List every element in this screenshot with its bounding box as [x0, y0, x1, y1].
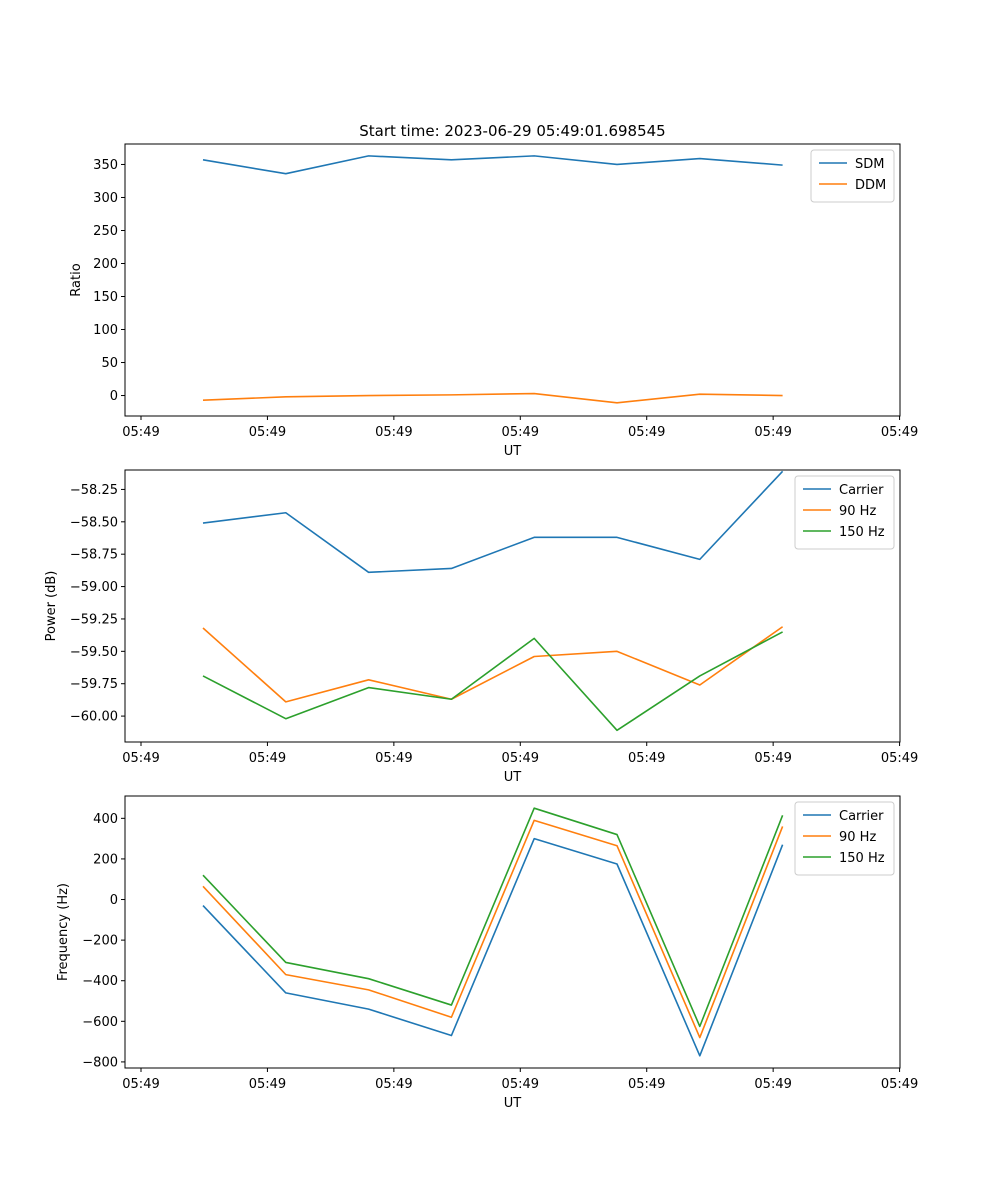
y-tick-label: 200: [93, 852, 118, 867]
x-tick-label: 05:49: [881, 751, 918, 766]
x-tick-label: 05:49: [502, 751, 539, 766]
series-line-carrier: [202, 837, 784, 1057]
x-axis-label: UT: [504, 444, 522, 459]
x-tick-label: 05:49: [881, 1077, 918, 1092]
y-tick-label: 0: [110, 893, 118, 908]
y-tick-label: −60.00: [70, 710, 118, 725]
x-tick-label: 05:49: [375, 425, 412, 440]
y-tick-label: −200: [82, 934, 118, 949]
legend-label: DDM: [855, 178, 886, 193]
y-tick-label: −59.25: [70, 612, 118, 627]
x-tick-label: 05:49: [502, 1077, 539, 1092]
y-tick-label: −58.75: [70, 548, 118, 563]
chart-title: Start time: 2023-06-29 05:49:01.698545: [359, 122, 665, 140]
y-tick-label: −400: [82, 974, 118, 989]
x-tick-label: 05:49: [249, 1077, 286, 1092]
panel-1: 0 50 100 150 200 250 300 350 05:49 05:49 05:49 05:4…: [69, 143, 918, 459]
x-tick-label: 05:49: [628, 751, 665, 766]
series-line-150-hz: [202, 807, 784, 1028]
y-tick-label: −58.50: [70, 515, 118, 530]
y-tick-label: −600: [82, 1015, 118, 1030]
y-tick-label: −59.75: [70, 677, 118, 692]
y-tick-label: 200: [93, 257, 118, 272]
series-line-90-hz: [202, 819, 784, 1039]
x-tick-label: 05:49: [375, 751, 412, 766]
legend-label: 150 Hz: [839, 525, 885, 540]
series-line-carrier: [202, 470, 784, 574]
axes-frame: [124, 795, 901, 1069]
x-tick-label: 05:49: [754, 1077, 791, 1092]
legend-label: Carrier: [839, 483, 884, 498]
y-tick-label: 100: [93, 323, 118, 338]
x-tick-label: 05:49: [881, 425, 918, 440]
y-tick-label: 400: [93, 812, 118, 827]
panel-3: −800 −600 −400 −200 0 200 400 05:49 05:49 05:49 05…: [56, 795, 918, 1111]
x-tick-label: 05:49: [249, 751, 286, 766]
x-tick-label: 05:49: [375, 1077, 412, 1092]
y-tick-label: 0: [110, 389, 118, 404]
legend-label: SDM: [855, 157, 884, 172]
legend: SDM DDM: [810, 149, 895, 203]
x-tick-label: 05:49: [122, 1077, 159, 1092]
y-tick-label: 300: [93, 191, 118, 206]
axes-frame: [124, 469, 901, 743]
y-tick-label: −59.50: [70, 645, 118, 660]
x-tick-label: 05:49: [502, 425, 539, 440]
series-line-ddm: [202, 392, 783, 404]
legend-label: 90 Hz: [839, 830, 876, 845]
x-tick-label: 05:49: [754, 751, 791, 766]
series-line-150-hz: [202, 631, 783, 732]
series-line-90-hz: [202, 626, 784, 703]
y-tick-label: −800: [82, 1055, 118, 1070]
axes-frame: [124, 143, 901, 417]
x-tick-label: 05:49: [122, 425, 159, 440]
x-tick-label: 05:49: [122, 751, 159, 766]
y-axis-label: Power (dB): [44, 571, 59, 642]
legend: Carrier 90 Hz 150 Hz: [794, 475, 895, 550]
legend-label: 90 Hz: [839, 504, 876, 519]
y-tick-label: −59.00: [70, 580, 118, 595]
series-line-sdm: [202, 155, 783, 175]
panels: 0 50 100 150 200 250 300 350 05:49 05:49 05:49 05:4…: [44, 143, 918, 1111]
y-tick-label: 150: [93, 290, 118, 305]
panel-2: −60.00 −59.75 −59.50 −59.25 −59.00 −58.75 −58.…: [44, 469, 918, 785]
legend-label: 150 Hz: [839, 851, 885, 866]
legend-label: Carrier: [839, 809, 884, 824]
x-tick-label: 05:49: [754, 425, 791, 440]
x-axis-label: UT: [504, 770, 522, 785]
y-tick-label: 50: [101, 356, 118, 371]
y-tick-label: −58.25: [70, 483, 118, 498]
y-axis-label: Frequency (Hz): [56, 883, 71, 981]
x-tick-label: 05:49: [628, 425, 665, 440]
x-axis-label: UT: [504, 1096, 522, 1111]
x-tick-label: 05:49: [249, 425, 286, 440]
y-tick-label: 350: [93, 158, 118, 173]
y-axis-label: Ratio: [69, 263, 84, 296]
y-tick-label: 250: [93, 224, 118, 239]
legend: Carrier 90 Hz 150 Hz: [794, 801, 895, 876]
x-tick-label: 05:49: [628, 1077, 665, 1092]
